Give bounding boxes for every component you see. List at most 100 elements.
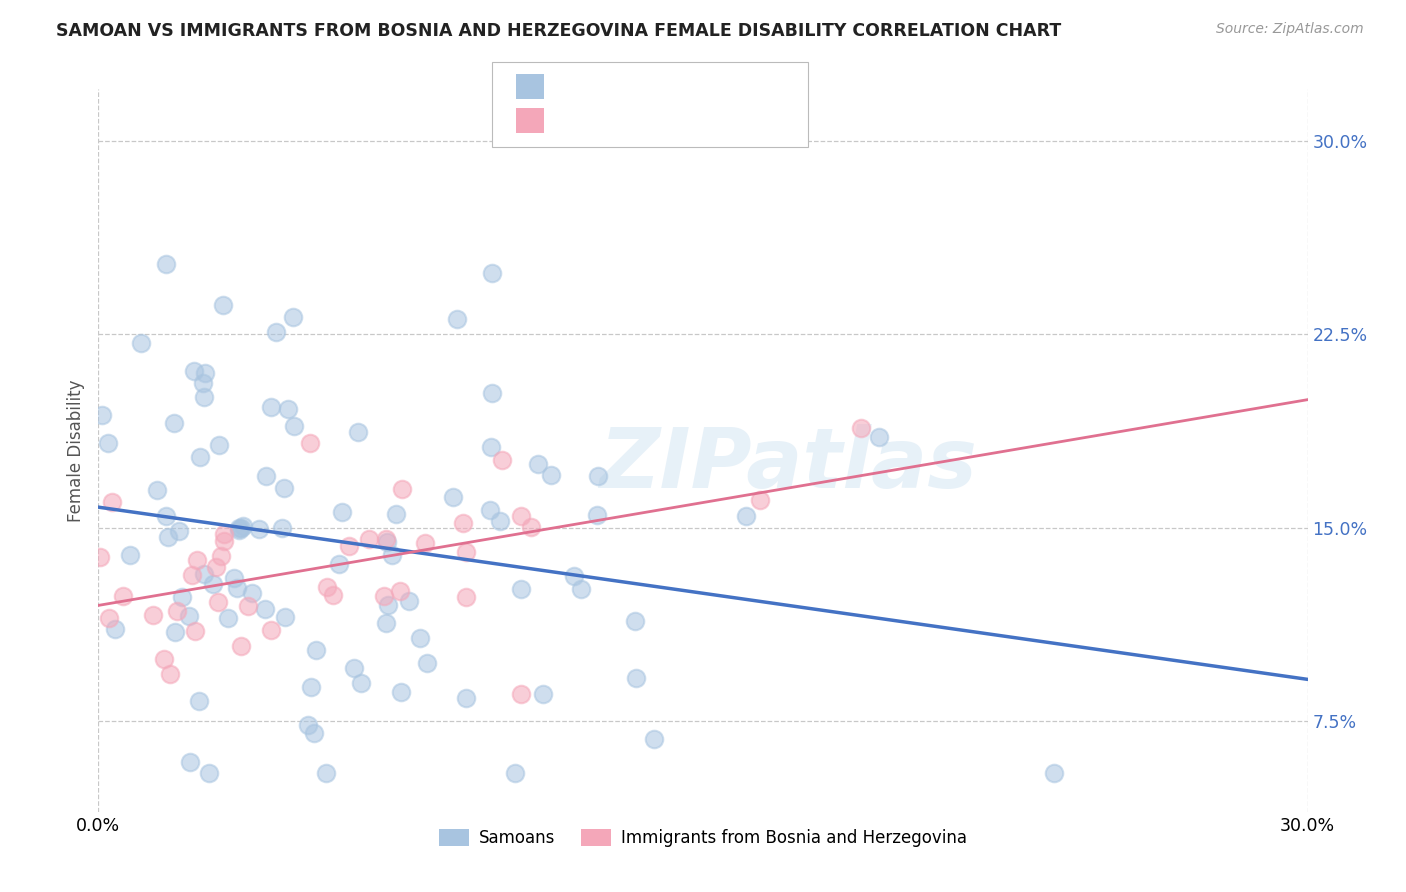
Point bbox=[330, 505, 353, 519]
Point bbox=[228, 521, 250, 535]
Point bbox=[236, 599, 259, 613]
Point bbox=[260, 400, 283, 414]
Point bbox=[155, 508, 177, 523]
Point bbox=[868, 430, 890, 444]
Point bbox=[212, 533, 235, 548]
Point bbox=[209, 549, 232, 563]
Y-axis label: Female Disability: Female Disability bbox=[66, 379, 84, 522]
Point bbox=[247, 522, 270, 536]
Point bbox=[271, 521, 294, 535]
Text: 87: 87 bbox=[721, 78, 744, 95]
Point bbox=[377, 535, 399, 549]
Point bbox=[377, 598, 399, 612]
Point bbox=[531, 687, 554, 701]
Point bbox=[218, 610, 240, 624]
Legend: Samoans, Immigrants from Bosnia and Herzegovina: Samoans, Immigrants from Bosnia and Herz… bbox=[433, 822, 973, 854]
Text: Source: ZipAtlas.com: Source: ZipAtlas.com bbox=[1216, 22, 1364, 37]
Point bbox=[749, 493, 772, 508]
Point bbox=[277, 402, 299, 417]
Text: 0.055: 0.055 bbox=[612, 112, 669, 129]
Point bbox=[375, 615, 398, 630]
Point bbox=[491, 452, 513, 467]
Point bbox=[562, 569, 585, 583]
Point bbox=[208, 438, 231, 452]
Point bbox=[359, 532, 381, 546]
Point bbox=[240, 586, 263, 600]
Point bbox=[229, 521, 252, 535]
Point bbox=[569, 582, 592, 597]
Point bbox=[226, 581, 249, 595]
Point bbox=[384, 508, 406, 522]
Point bbox=[481, 266, 503, 280]
Point bbox=[451, 516, 474, 530]
Point bbox=[183, 624, 205, 638]
Point bbox=[586, 468, 609, 483]
Point bbox=[519, 520, 541, 534]
Point bbox=[167, 524, 190, 538]
Text: ZIPatlas: ZIPatlas bbox=[599, 425, 977, 506]
Text: N =: N = bbox=[675, 112, 723, 129]
Point bbox=[212, 526, 235, 541]
Point bbox=[188, 450, 211, 465]
Point bbox=[153, 652, 176, 666]
Point bbox=[299, 436, 322, 450]
Point bbox=[194, 366, 217, 380]
Point bbox=[212, 298, 235, 312]
Point bbox=[180, 568, 202, 582]
Point bbox=[297, 718, 319, 732]
Point bbox=[281, 310, 304, 324]
Point bbox=[188, 694, 211, 708]
Point bbox=[413, 535, 436, 549]
Point bbox=[254, 469, 277, 483]
Point bbox=[260, 623, 283, 637]
Point bbox=[129, 336, 152, 351]
Text: SAMOAN VS IMMIGRANTS FROM BOSNIA AND HERZEGOVINA FEMALE DISABILITY CORRELATION C: SAMOAN VS IMMIGRANTS FROM BOSNIA AND HER… bbox=[56, 22, 1062, 40]
Point bbox=[191, 376, 214, 391]
Point bbox=[527, 457, 550, 471]
Point bbox=[489, 514, 512, 528]
Point bbox=[228, 524, 250, 538]
Point bbox=[202, 577, 225, 591]
Point bbox=[264, 325, 287, 339]
Point bbox=[510, 582, 533, 596]
Point bbox=[849, 421, 872, 435]
Point bbox=[104, 622, 127, 636]
Point bbox=[183, 364, 205, 378]
Point bbox=[503, 766, 526, 780]
Point bbox=[389, 584, 412, 599]
Point bbox=[166, 604, 188, 618]
Point bbox=[373, 589, 395, 603]
Point bbox=[179, 608, 201, 623]
Point bbox=[204, 560, 226, 574]
Point bbox=[337, 539, 360, 553]
Point bbox=[146, 483, 169, 497]
Point bbox=[101, 495, 124, 509]
Point bbox=[389, 685, 412, 699]
Point bbox=[207, 595, 229, 609]
Point bbox=[441, 490, 464, 504]
Point bbox=[398, 594, 420, 608]
Point bbox=[222, 571, 245, 585]
Text: 38: 38 bbox=[721, 112, 744, 129]
Point bbox=[343, 660, 366, 674]
Point bbox=[391, 482, 413, 496]
Point bbox=[479, 440, 502, 454]
Point bbox=[734, 508, 756, 523]
Text: R =: R = bbox=[569, 78, 606, 95]
Point bbox=[540, 468, 562, 483]
Point bbox=[454, 591, 477, 605]
Point bbox=[89, 549, 111, 564]
Point bbox=[375, 532, 398, 546]
Point bbox=[643, 731, 665, 746]
Point bbox=[304, 725, 326, 739]
Point bbox=[328, 557, 350, 571]
Point bbox=[274, 610, 297, 624]
Point bbox=[454, 691, 477, 706]
Point bbox=[90, 408, 112, 422]
Point bbox=[155, 257, 177, 271]
Point bbox=[179, 756, 201, 770]
Point bbox=[481, 386, 503, 401]
Point bbox=[163, 417, 186, 431]
Point bbox=[299, 680, 322, 694]
Point bbox=[193, 566, 215, 581]
